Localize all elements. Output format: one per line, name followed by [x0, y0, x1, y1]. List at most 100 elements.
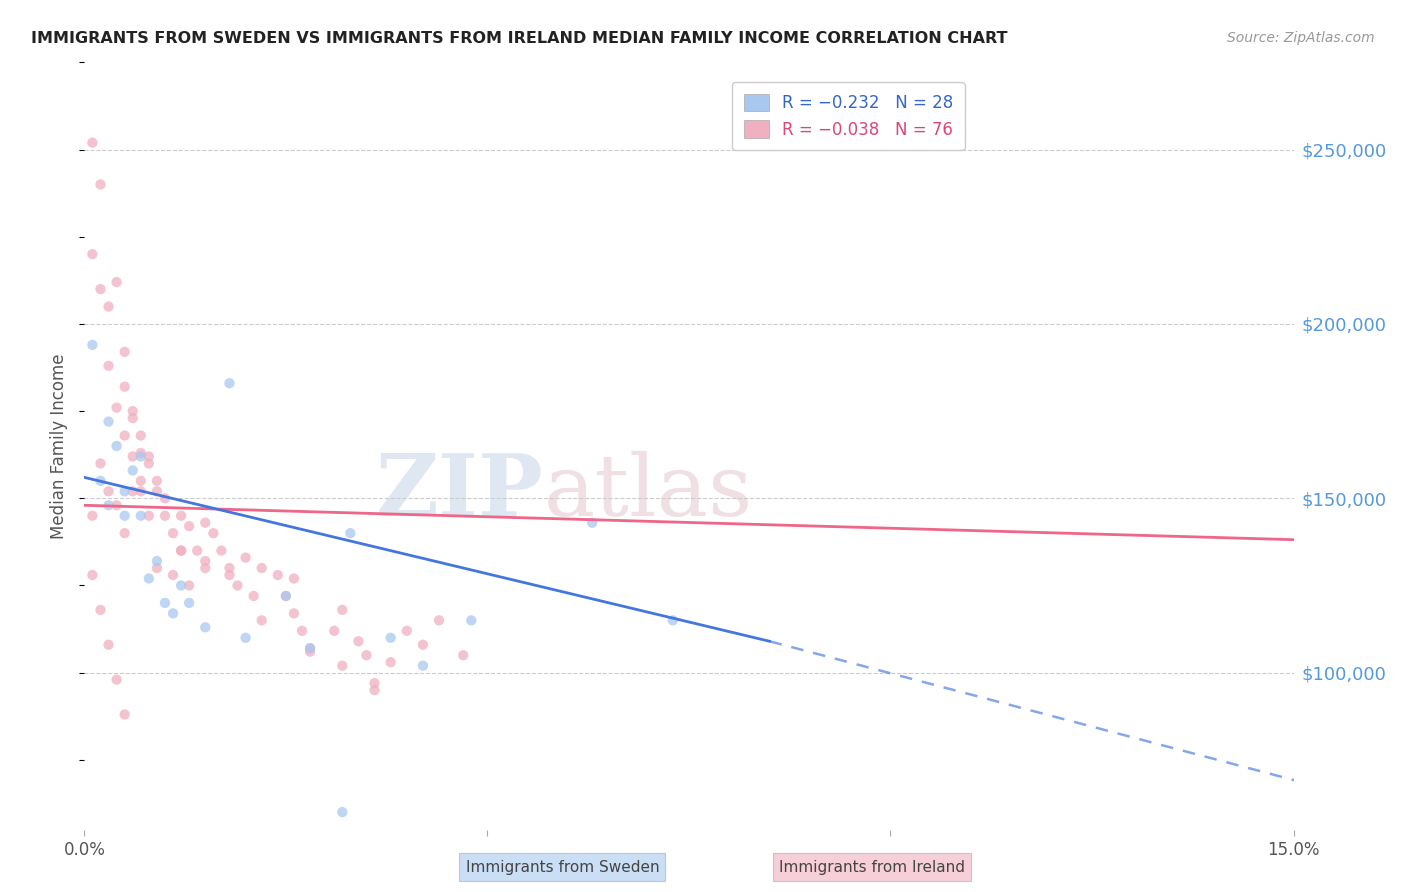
Point [179, 578, 201, 592]
Point [194, 561, 217, 575]
Point [170, 508, 193, 523]
Legend: R = −0.232   N = 28, R = −0.038   N = 76: R = −0.232 N = 28, R = −0.038 N = 76 [733, 82, 965, 150]
Point [412, 638, 434, 652]
Text: Source: ZipAtlas.com: Source: ZipAtlas.com [1227, 31, 1375, 45]
Point [138, 450, 160, 464]
Point [97, 359, 120, 373]
Point [105, 401, 128, 415]
Point [209, 543, 232, 558]
Point [82, 247, 104, 261]
Point [235, 631, 257, 645]
Point [114, 707, 136, 722]
Point [114, 380, 136, 394]
Point [460, 613, 482, 627]
Point [274, 589, 297, 603]
Point [330, 658, 353, 673]
Point [89, 178, 111, 192]
Point [179, 519, 201, 533]
Point [194, 620, 217, 634]
Point [363, 683, 385, 698]
Text: Immigrants from Sweden: Immigrants from Sweden [465, 860, 659, 874]
Point [179, 596, 201, 610]
Point [121, 450, 143, 464]
Point [299, 641, 322, 656]
Point [330, 805, 353, 819]
Point [581, 516, 603, 530]
Point [105, 275, 128, 289]
Point [283, 607, 305, 621]
Point [89, 474, 111, 488]
Point [153, 491, 176, 506]
Point [194, 554, 217, 568]
Point [267, 568, 290, 582]
Point [202, 526, 225, 541]
Point [291, 624, 314, 638]
Point [170, 578, 193, 592]
Point [129, 484, 152, 499]
Point [121, 484, 143, 499]
Point [105, 439, 128, 453]
Point [114, 526, 136, 541]
Point [97, 498, 120, 512]
Point [235, 550, 257, 565]
Point [170, 543, 193, 558]
Text: IMMIGRANTS FROM SWEDEN VS IMMIGRANTS FROM IRELAND MEDIAN FAMILY INCOME CORRELATI: IMMIGRANTS FROM SWEDEN VS IMMIGRANTS FRO… [31, 31, 1008, 46]
Point [146, 561, 169, 575]
Point [121, 411, 143, 425]
Point [330, 603, 353, 617]
Point [250, 613, 273, 627]
Point [82, 338, 104, 352]
Point [339, 526, 361, 541]
Point [299, 645, 322, 659]
Point [274, 589, 297, 603]
Point [97, 484, 120, 499]
Point [105, 498, 128, 512]
Point [347, 634, 370, 648]
Point [82, 136, 104, 150]
Point [114, 428, 136, 442]
Point [138, 508, 160, 523]
Point [114, 344, 136, 359]
Point [97, 415, 120, 429]
Point [412, 658, 434, 673]
Point [218, 561, 240, 575]
Point [129, 446, 152, 460]
Point [162, 526, 184, 541]
Point [380, 631, 402, 645]
Point [114, 484, 136, 499]
Point [242, 589, 264, 603]
Point [323, 624, 346, 638]
Point [218, 376, 240, 391]
Point [146, 484, 169, 499]
Point [194, 516, 217, 530]
Point [129, 474, 152, 488]
Point [138, 457, 160, 471]
Point [146, 474, 169, 488]
Point [82, 568, 104, 582]
Point [162, 607, 184, 621]
Point [299, 641, 322, 656]
Point [395, 624, 418, 638]
Point [250, 561, 273, 575]
Point [380, 655, 402, 669]
Point [363, 676, 385, 690]
Point [114, 508, 136, 523]
Point [356, 648, 378, 663]
Point [89, 282, 111, 296]
Point [97, 300, 120, 314]
Point [662, 613, 685, 627]
Point [129, 450, 152, 464]
Text: Immigrants from Ireland: Immigrants from Ireland [779, 860, 965, 874]
Point [162, 568, 184, 582]
Point [82, 508, 104, 523]
Point [283, 572, 305, 586]
Point [153, 508, 176, 523]
Point [146, 554, 169, 568]
Point [129, 428, 152, 442]
Point [129, 508, 152, 523]
Point [105, 673, 128, 687]
Point [121, 404, 143, 418]
Text: atlas: atlas [544, 450, 754, 533]
Point [138, 572, 160, 586]
Point [89, 457, 111, 471]
